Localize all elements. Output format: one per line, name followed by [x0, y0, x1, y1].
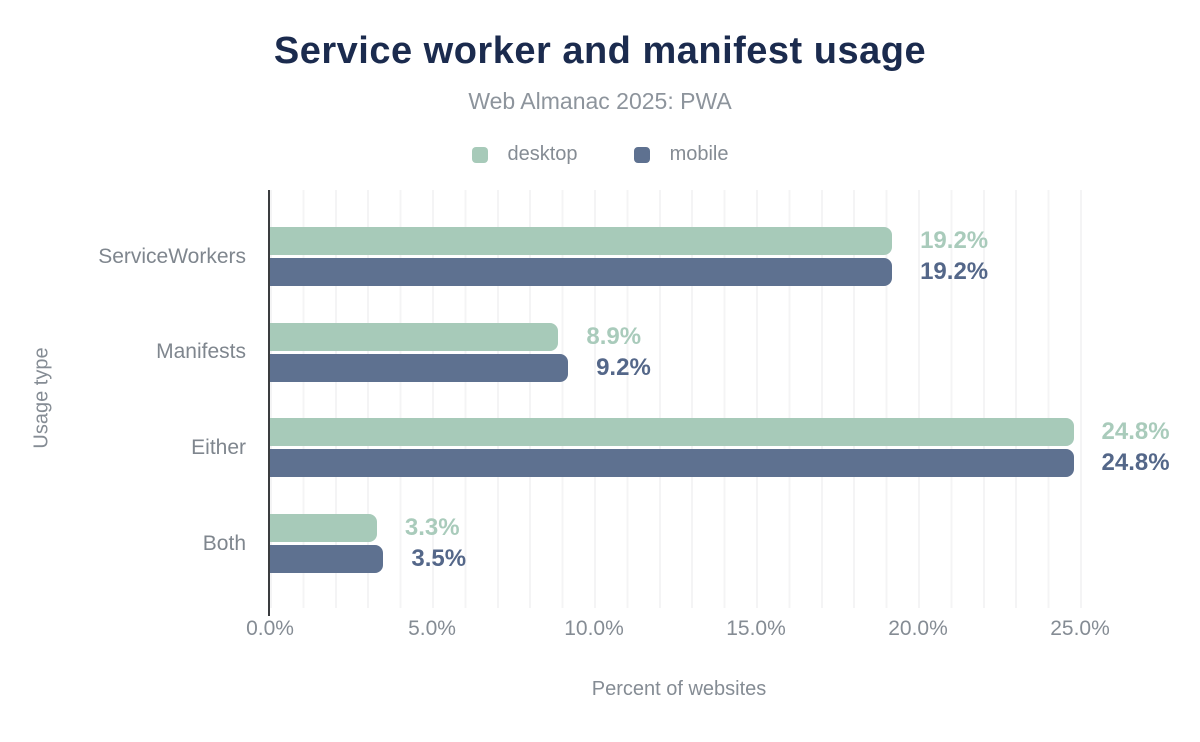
category-label-manifests: Manifests	[156, 340, 246, 364]
bar-desktop-both	[270, 514, 377, 543]
bar-group-serviceworkers: 19.2% 19.2%	[270, 227, 988, 289]
bar-desktop-either	[270, 418, 1074, 447]
x-axis-title: Percent of websites	[591, 678, 767, 700]
value-label-desktop-both: 3.3%	[404, 514, 460, 542]
bar-row-desktop: 19.2%	[270, 227, 988, 255]
category-label-serviceworkers: ServiceWorkers	[98, 244, 246, 268]
value-label-mobile-manifests: 9.2%	[596, 353, 651, 381]
x-tick-10: 10.0%	[564, 617, 624, 640]
bar-mobile-serviceworkers	[270, 258, 893, 286]
bar-group-both: 3.3% 3.5%	[270, 514, 466, 576]
category-label-both: Both	[202, 531, 246, 555]
bar-group-manifests: 8.9% 9.2%	[270, 322, 651, 385]
bar-mobile-both	[270, 545, 384, 574]
y-axis-line	[268, 190, 270, 616]
bar-mobile-either	[270, 449, 1074, 478]
bar-mobile-manifests	[270, 353, 569, 382]
chart-title: Service worker and manifest usage	[273, 30, 927, 72]
bar-row-desktop: 8.9%	[270, 322, 651, 351]
bar-row-desktop: 24.8%	[270, 418, 1170, 447]
category-label-either: Either	[191, 435, 246, 459]
legend-swatch-mobile	[633, 146, 650, 163]
chart-subtitle: Web Almanac 2025: PWA	[468, 88, 732, 114]
value-label-mobile-serviceworkers: 19.2%	[920, 258, 989, 285]
plot-area: 19.2% 19.2% 8.9% 9.2% 24.8% 24.8% 3.3% 3.5%	[270, 190, 1170, 608]
category-axis: ServiceWorkers Manifests Either Both	[0, 190, 258, 608]
bar-desktop-serviceworkers	[270, 227, 893, 255]
legend-swatch-desktop	[471, 146, 488, 163]
bar-row-mobile: 24.8%	[270, 449, 1170, 478]
x-tick-15: 15.0%	[726, 617, 786, 640]
x-tick-20: 20.0%	[888, 617, 948, 640]
bar-row-mobile: 9.2%	[270, 353, 651, 382]
bar-group-either: 24.8% 24.8%	[270, 418, 1170, 480]
x-tick-25: 25.0%	[1050, 617, 1110, 640]
bar-desktop-manifests	[270, 322, 559, 351]
legend: desktop mobile	[0, 143, 1200, 166]
x-tick-0: 0.0%	[246, 617, 294, 640]
bar-row-desktop: 3.3%	[270, 514, 466, 543]
x-tick-5: 5.0%	[408, 617, 456, 640]
bar-row-mobile: 19.2%	[270, 258, 988, 286]
y-axis-title: Usage type	[30, 347, 53, 449]
legend-item-desktop: desktop	[471, 143, 578, 166]
value-label-desktop-either: 24.8%	[1101, 418, 1170, 446]
value-label-mobile-both: 3.5%	[411, 545, 467, 573]
legend-label: desktop	[507, 143, 578, 165]
value-label-desktop-manifests: 8.9%	[586, 322, 642, 350]
value-label-mobile-either: 24.8%	[1101, 449, 1170, 477]
value-label-desktop-serviceworkers: 19.2%	[920, 227, 989, 254]
legend-label: mobile	[669, 143, 729, 165]
legend-item-mobile: mobile	[633, 143, 729, 166]
x-axis-ticks: 0.0% 5.0% 10.0% 15.0% 20.0% 25.0%	[246, 617, 1110, 643]
bar-row-mobile: 3.5%	[270, 545, 467, 574]
